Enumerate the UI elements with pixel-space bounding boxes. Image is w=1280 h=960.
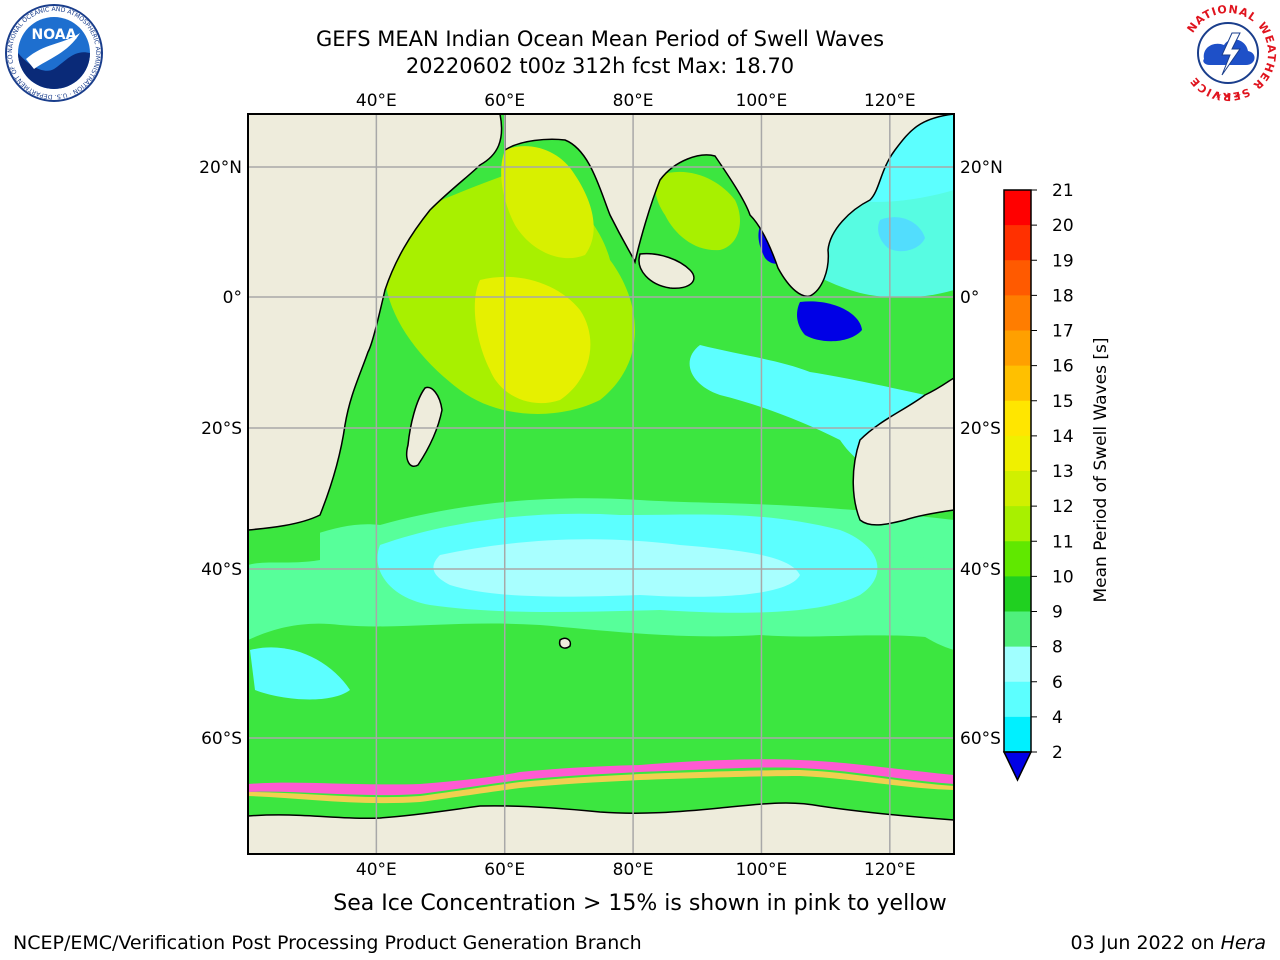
lon-label-top: 40°E bbox=[356, 91, 397, 111]
colorbar-segment bbox=[1004, 646, 1031, 683]
lat-label-right: 60°S bbox=[960, 729, 1001, 749]
land-masses bbox=[248, 114, 954, 854]
colorbar-segment bbox=[1004, 330, 1031, 367]
colorbar-tick-label: 4 bbox=[1052, 708, 1063, 728]
colorbar-tick-label: 6 bbox=[1052, 673, 1063, 693]
lon-label-top: 100°E bbox=[736, 91, 788, 111]
footer-date-text: 03 Jun 2022 on bbox=[1070, 932, 1221, 954]
noaa-logo: NATIONAL OCEANIC AND ATMOSPHERIC ADMINIS… bbox=[4, 3, 103, 102]
lon-label-bottom: 40°E bbox=[356, 860, 397, 880]
colorbar-tick-label: 18 bbox=[1052, 286, 1074, 306]
lon-labels-bottom: 40°E 60°E 80°E 100°E 120°E bbox=[356, 860, 916, 880]
colorbar-tick-label: 13 bbox=[1052, 462, 1074, 482]
footer-host: Hera bbox=[1220, 932, 1266, 954]
footer-date: 03 Jun 2022 on Hera bbox=[1071, 932, 1266, 954]
colorbar-segment bbox=[1004, 295, 1031, 331]
colorbar-segment bbox=[1004, 681, 1031, 718]
colorbar-tick-label: 10 bbox=[1052, 567, 1074, 587]
colorbar-extend-arrow bbox=[1002, 751, 1033, 782]
colorbar-segment bbox=[1004, 365, 1031, 402]
colorbar-ticks: 21 20 19 18 17 16 15 14 13 12 11 10 9 8 6 4 2 bbox=[1031, 181, 1074, 763]
lat-label-left: 40°S bbox=[201, 560, 242, 580]
colorbar-segment bbox=[1004, 260, 1031, 296]
nws-logo: NATIONAL WEATHER SERVICE ★ ★ ★ bbox=[1180, 3, 1277, 103]
colorbar-tick-label: 9 bbox=[1052, 603, 1063, 623]
lon-label-bottom: 100°E bbox=[736, 860, 788, 880]
graticule bbox=[248, 114, 954, 854]
colorbar-segment bbox=[1004, 506, 1031, 542]
lat-label-right: 20°N bbox=[960, 158, 1003, 178]
map-subtitle: 20220602 t00z 312h fcst Max: 18.70 bbox=[405, 54, 795, 78]
colorbar-segment bbox=[1004, 400, 1031, 437]
colorbar-segment bbox=[1004, 471, 1031, 507]
lat-label-left: 20°N bbox=[199, 158, 242, 178]
lat-labels-left: 20°N 0° 20°S 40°S 60°S bbox=[199, 158, 242, 749]
lat-label-right: 0° bbox=[960, 288, 979, 308]
sea-ice-footnote: Sea Ice Concentration > 15% is shown in … bbox=[333, 891, 947, 916]
lat-label-right: 20°S bbox=[960, 419, 1001, 439]
colorbar-segment bbox=[1004, 225, 1031, 261]
colorbar-segment bbox=[1004, 576, 1031, 612]
colorbar-tick-label: 20 bbox=[1052, 216, 1074, 236]
footer-branch: NCEP/EMC/Verification Post Processing Pr… bbox=[13, 932, 642, 954]
colorbar-label: Mean Period of Swell Waves [s] bbox=[1091, 338, 1111, 603]
colorbar-tick-label: 8 bbox=[1052, 638, 1063, 658]
colorbar-segment bbox=[1004, 435, 1031, 472]
lon-label-bottom: 120°E bbox=[864, 860, 916, 880]
colorbar-tick-label: 17 bbox=[1052, 322, 1074, 342]
lat-label-left: 60°S bbox=[201, 729, 242, 749]
colorbar-tick-label: 16 bbox=[1052, 357, 1074, 377]
lat-label-right: 40°S bbox=[960, 560, 1001, 580]
colorbar-tick-label: 2 bbox=[1052, 743, 1063, 763]
colorbar-tick-label: 15 bbox=[1052, 392, 1074, 412]
lon-labels-top: 40°E 60°E 80°E 100°E 120°E bbox=[356, 91, 916, 111]
colorbar-tick-label: 12 bbox=[1052, 497, 1074, 517]
colorbar-segment bbox=[1004, 190, 1031, 226]
colorbar-tick-label: 14 bbox=[1052, 427, 1074, 447]
lon-label-top: 60°E bbox=[484, 91, 525, 111]
lon-label-bottom: 80°E bbox=[613, 860, 654, 880]
colorbar-tick-label: 11 bbox=[1052, 532, 1074, 552]
lon-label-bottom: 60°E bbox=[484, 860, 525, 880]
lat-label-left: 20°S bbox=[201, 419, 242, 439]
lon-label-top: 120°E bbox=[864, 91, 916, 111]
colorbar-segment bbox=[1004, 611, 1031, 648]
colorbar-segment bbox=[1004, 541, 1031, 577]
colorbar-segment bbox=[1004, 716, 1031, 753]
colorbar bbox=[1002, 189, 1033, 782]
svg-text:NOAA: NOAA bbox=[32, 27, 77, 43]
colorbar-tick-label: 19 bbox=[1052, 251, 1074, 271]
svg-text:★ ★ ★: ★ ★ ★ bbox=[1215, 91, 1242, 100]
lat-label-left: 0° bbox=[223, 288, 242, 308]
colorbar-tick-label: 21 bbox=[1052, 181, 1074, 201]
map-title: GEFS MEAN Indian Ocean Mean Period of Sw… bbox=[315, 27, 885, 51]
lon-label-top: 80°E bbox=[613, 91, 654, 111]
map-frame bbox=[247, 113, 955, 855]
lat-labels-right: 20°N 0° 20°S 40°S 60°S bbox=[960, 158, 1003, 749]
